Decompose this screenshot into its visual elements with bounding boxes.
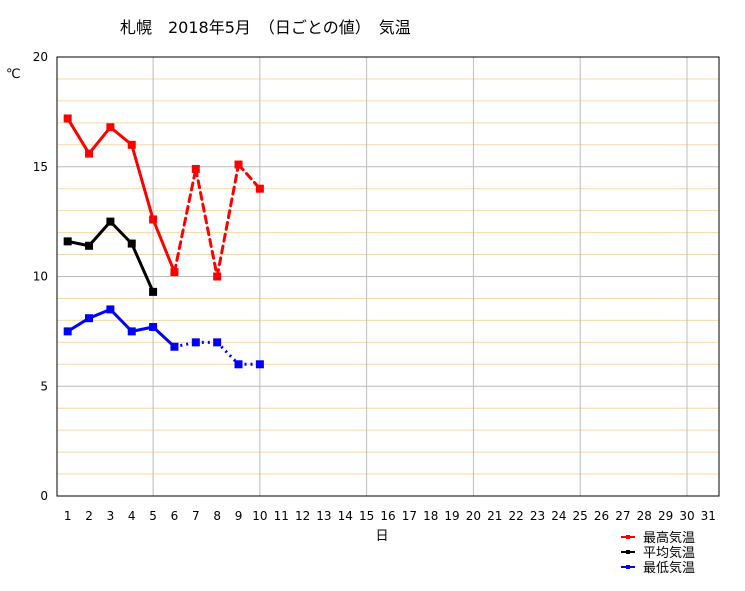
- x-tick-label: 17: [402, 509, 417, 523]
- data-point: [170, 342, 179, 351]
- x-tick-label: 1: [64, 509, 72, 523]
- data-point: [234, 160, 243, 169]
- data-point: [85, 149, 94, 158]
- data-point: [127, 140, 136, 149]
- x-tick-label: 11: [274, 509, 289, 523]
- x-tick-label: 30: [679, 509, 694, 523]
- series-group: [63, 114, 264, 369]
- x-tick-label: 24: [551, 509, 566, 523]
- x-tick-label: 15: [359, 509, 374, 523]
- y-tick-label: 15: [33, 160, 48, 174]
- x-tick-label: 7: [192, 509, 200, 523]
- x-tick-label: 3: [107, 509, 115, 523]
- x-tick-label: 8: [213, 509, 221, 523]
- data-point: [63, 114, 72, 123]
- series-平均気温: [63, 217, 158, 296]
- series-最低気温: [63, 305, 264, 369]
- legend-label: 最低気温: [643, 560, 695, 576]
- data-point: [149, 322, 158, 331]
- series-segment: [87, 220, 112, 248]
- y-tick-label: 10: [33, 270, 48, 284]
- series-segment: [172, 167, 198, 274]
- y-tick-label: 20: [33, 50, 48, 64]
- x-tick-label: 9: [235, 509, 243, 523]
- x-tick-label: 2: [85, 509, 93, 523]
- x-tick-label: 28: [637, 509, 652, 523]
- x-tick-label: 21: [487, 509, 502, 523]
- legend-label: 平均気温: [643, 545, 695, 561]
- grid-lines: [57, 57, 719, 496]
- data-point: [234, 360, 243, 369]
- x-axis-ticks: 1 2 3 4 5 6 7 8 9 10 11 12 13 14 15 16 17 18 19 20 21 22 23 24 2…: [64, 509, 716, 523]
- data-point: [191, 338, 200, 347]
- series-segment: [130, 143, 155, 221]
- y-axis-label: ℃: [6, 67, 21, 82]
- x-tick-label: 13: [316, 509, 331, 523]
- data-point: [63, 327, 72, 336]
- series-segment: [237, 163, 262, 191]
- legend-marker: [626, 565, 630, 569]
- series-最高気温: [63, 114, 264, 281]
- x-tick-label: 26: [594, 509, 609, 523]
- data-point: [106, 123, 115, 132]
- series-segment: [215, 163, 241, 278]
- data-point: [127, 239, 136, 248]
- x-tick-label: 23: [530, 509, 545, 523]
- data-point: [106, 217, 115, 226]
- x-tick-label: 10: [252, 509, 267, 523]
- x-tick-label: 4: [128, 509, 136, 523]
- series-segment: [87, 125, 112, 156]
- data-point: [149, 215, 158, 224]
- x-tick-label: 16: [380, 509, 395, 523]
- x-tick-label: 27: [615, 509, 630, 523]
- y-tick-label: 5: [40, 379, 48, 393]
- x-tick-label: 29: [658, 509, 673, 523]
- data-point: [106, 305, 115, 314]
- x-tick-label: 25: [573, 509, 588, 523]
- data-point: [255, 360, 264, 369]
- data-point: [63, 237, 72, 246]
- y-tick-label: 0: [40, 489, 48, 503]
- x-tick-label: 6: [171, 509, 179, 523]
- plot-frame: [56, 56, 720, 497]
- data-point: [191, 164, 200, 173]
- legend-label: 最高気温: [643, 530, 695, 546]
- x-axis-label: 日: [375, 529, 388, 544]
- data-point: [85, 241, 94, 250]
- data-point: [255, 184, 264, 193]
- series-segment: [151, 217, 176, 274]
- data-point: [149, 287, 158, 296]
- y-axis-ticks: 0 5 10 15 20: [33, 50, 48, 503]
- x-tick-label: 5: [149, 509, 157, 523]
- x-tick-label: 20: [466, 509, 481, 523]
- x-tick-label: 14: [338, 509, 353, 523]
- legend-marker: [626, 550, 630, 554]
- data-point: [213, 338, 222, 347]
- x-tick-label: 31: [701, 509, 716, 523]
- x-tick-label: 12: [295, 509, 310, 523]
- data-point: [170, 268, 179, 277]
- x-tick-label: 18: [423, 509, 438, 523]
- data-point: [213, 272, 222, 281]
- data-point: [85, 314, 94, 323]
- chart-title: 札幌 2018年5月 （日ごとの値） 気温: [120, 18, 411, 37]
- x-tick-label: 19: [444, 509, 459, 523]
- x-tick-label: 22: [508, 509, 523, 523]
- series-segment: [130, 242, 155, 294]
- series-segment: [66, 116, 91, 156]
- series-segment: [194, 167, 219, 278]
- legend-marker: [626, 535, 630, 539]
- data-point: [127, 327, 136, 336]
